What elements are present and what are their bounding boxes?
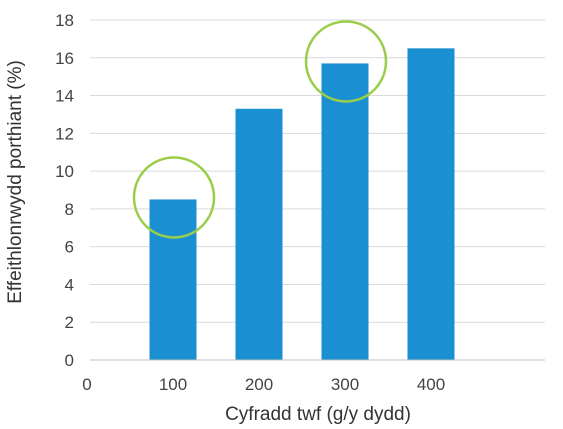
x-axis-label: Cyfradd twf (g/y dydd)	[225, 404, 411, 425]
bar-300	[321, 63, 369, 360]
bars	[149, 48, 455, 361]
y-axis-label: Effeithlonrwydd porthiant (%)	[5, 60, 26, 304]
y-tick-label: 16	[55, 49, 74, 68]
x-tick-label: 200	[245, 375, 273, 394]
x-tick-label: 100	[159, 375, 187, 394]
bar-200	[235, 108, 283, 361]
y-tick-label: 0	[65, 351, 74, 370]
bar-100	[149, 199, 197, 360]
x-tick-label: 300	[331, 375, 359, 394]
highlight-circles	[132, 20, 388, 239]
bar-400	[407, 48, 455, 360]
x-tick-label: 0	[82, 375, 91, 394]
y-axis-ticks: 0 2 4 6 8 10 12 14 16 18	[55, 11, 74, 370]
y-tick-label: 8	[65, 200, 74, 219]
x-tick-label: 400	[417, 375, 445, 394]
x-axis-ticks: 0 100 200 300 400	[82, 375, 445, 394]
y-tick-label: 14	[55, 87, 74, 106]
highlight-circle-100	[132, 156, 216, 239]
y-tick-label: 4	[65, 275, 74, 294]
y-tick-label: 2	[65, 313, 74, 332]
y-tick-label: 10	[55, 162, 74, 181]
y-tick-label: 18	[55, 11, 74, 30]
y-tick-label: 12	[55, 124, 74, 143]
y-tick-label: 6	[65, 238, 74, 257]
highlight-circle-300	[304, 20, 388, 103]
